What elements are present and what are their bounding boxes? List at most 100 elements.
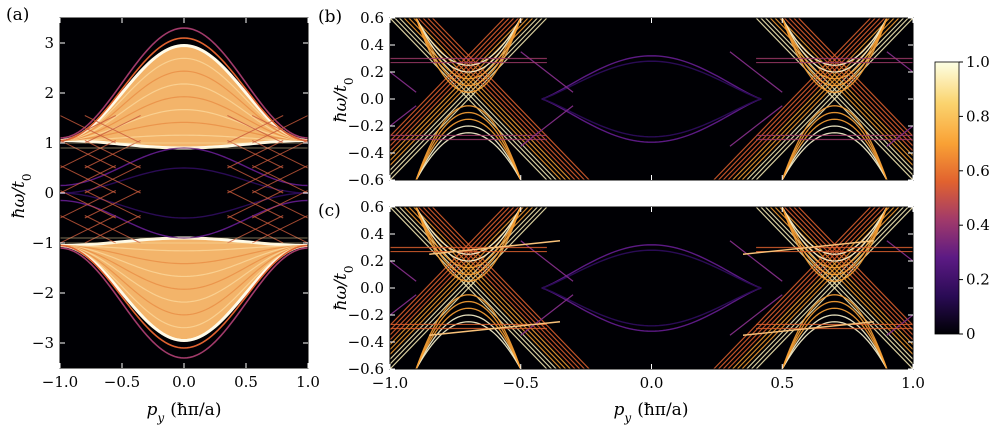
x-tick-label: −0.5 <box>503 374 539 392</box>
dirac-branch <box>798 18 913 138</box>
dirac-branch <box>793 207 913 331</box>
y-tick-label: 0.2 <box>360 252 384 270</box>
center-arc <box>541 98 762 138</box>
colorbar-tick-label: 0.8 <box>966 107 990 125</box>
dirac-branch <box>755 18 913 180</box>
dirac-branch <box>727 18 886 180</box>
crossing-line <box>251 140 308 169</box>
bright-arc <box>415 207 522 282</box>
bright-arc <box>415 18 522 73</box>
colorbar-tick-label: 0 <box>966 325 976 343</box>
dirac-branch <box>390 207 510 331</box>
side-branch <box>390 71 417 93</box>
bright-arc <box>415 18 522 80</box>
dirac-branch <box>390 207 515 336</box>
dirac-branch <box>727 207 886 369</box>
bright-arc <box>415 314 522 369</box>
dirac-branch <box>765 18 913 172</box>
bright-arc <box>415 207 522 262</box>
dirac-branch <box>390 18 543 177</box>
y-tick-label: −0.2 <box>348 306 384 324</box>
svg-text:ħω/t0: ħω/t0 <box>331 77 356 122</box>
y-tick-label: −1 <box>32 234 54 252</box>
dirac-branch <box>788 18 913 147</box>
dirac-branch <box>718 207 876 369</box>
colorbar-gradient <box>934 61 960 335</box>
dirac-branch <box>798 207 913 327</box>
y-tick-label: −0.4 <box>348 333 384 351</box>
bright-arc <box>415 207 522 255</box>
bright-arc <box>781 105 888 180</box>
tilted-band <box>429 321 561 336</box>
dirac-branch <box>394 18 553 180</box>
dirac-branch <box>390 207 543 366</box>
gap-state-arc <box>60 167 308 194</box>
edge-state-arc <box>60 244 308 349</box>
y-tick-label: −0.6 <box>348 360 384 378</box>
side-branch <box>729 51 783 93</box>
bright-arc <box>415 18 522 87</box>
side-branch <box>390 294 417 316</box>
dirac-branch <box>390 18 505 138</box>
crossing-line <box>84 115 141 144</box>
x-tick-label: −0.5 <box>104 373 140 391</box>
side-branch <box>729 294 783 336</box>
panel-b: 0.6 0.4 0.2 0.0 −0.2 −0.4 −0.6 (b) <box>318 7 914 189</box>
bright-arc <box>415 18 522 66</box>
colorbar-tick-label: 0.2 <box>966 271 990 289</box>
panel-c-heatmap <box>390 207 913 369</box>
y-tick-label: 2 <box>44 84 54 102</box>
ylabel-a: ħω/t0 <box>9 173 34 218</box>
crossing-line <box>251 115 308 144</box>
bright-arc <box>781 18 888 87</box>
bright-arc <box>415 207 522 269</box>
dirac-branch <box>394 207 553 369</box>
bright-arc <box>781 207 888 262</box>
colorbar-ticks: 1.0 0.8 0.6 0.4 0.2 0 <box>959 53 990 343</box>
dirac-branch <box>713 207 872 369</box>
side-branch <box>390 105 417 127</box>
y-tick-label: −0.2 <box>348 117 384 135</box>
dirac-branch <box>403 207 562 369</box>
band-fringe <box>60 244 308 303</box>
dirac-branch <box>788 207 913 336</box>
colorbar-tick-label: 0.6 <box>966 162 990 180</box>
dirac-branch <box>713 18 872 180</box>
panel-c: 0.6 0.4 0.2 0.0 −0.2 −0.4 −0.6−1.0 −0.5 0.0 0.5 1.… <box>318 198 925 392</box>
x-tick-label: 0.0 <box>640 374 664 392</box>
center-arc <box>541 60 762 100</box>
crossing-line <box>84 190 141 219</box>
bright-arc <box>781 307 888 369</box>
bright-arc <box>781 207 888 255</box>
panel-c-ticks: 0.6 0.4 0.2 0.0 −0.2 −0.4 −0.6−1.0 −0.5 0.0 0.5 1.… <box>348 198 925 392</box>
crossing-line <box>60 140 117 169</box>
y-tick-label: 0.6 <box>360 9 384 27</box>
dirac-branch <box>722 207 881 369</box>
crossing-line <box>227 115 284 144</box>
bright-arc <box>781 18 888 93</box>
dirac-branch <box>783 207 913 341</box>
y-tick-label: 0.4 <box>360 36 384 54</box>
dirac-branch <box>417 18 576 180</box>
bright-arc <box>415 132 522 180</box>
center-arc <box>541 287 762 327</box>
bright-arc <box>781 18 888 73</box>
band-fringe <box>60 244 308 265</box>
y-tick-label: −3 <box>32 334 54 352</box>
dirac-branch <box>390 207 548 369</box>
y-tick-label: −0.6 <box>348 171 384 189</box>
edge-state-arc <box>60 27 308 139</box>
xlabel-c: py (ħπ/a) <box>614 400 689 425</box>
dirac-branch <box>390 207 538 361</box>
svg-text:py(ħπ/a): py (ħπ/a) <box>614 400 689 425</box>
dirac-branch <box>390 18 548 180</box>
y-tick-label: 3 <box>44 34 54 52</box>
y-tick-label: 0 <box>44 184 54 202</box>
dirac-branch <box>390 18 510 142</box>
dirac-branch <box>755 207 913 369</box>
panel-c-label: (c) <box>318 201 341 221</box>
bright-arc <box>781 118 888 180</box>
y-tick-label: 0.6 <box>360 198 384 216</box>
x-tick-label: 0.5 <box>234 373 258 391</box>
x-tick-label: −1.0 <box>42 373 78 391</box>
